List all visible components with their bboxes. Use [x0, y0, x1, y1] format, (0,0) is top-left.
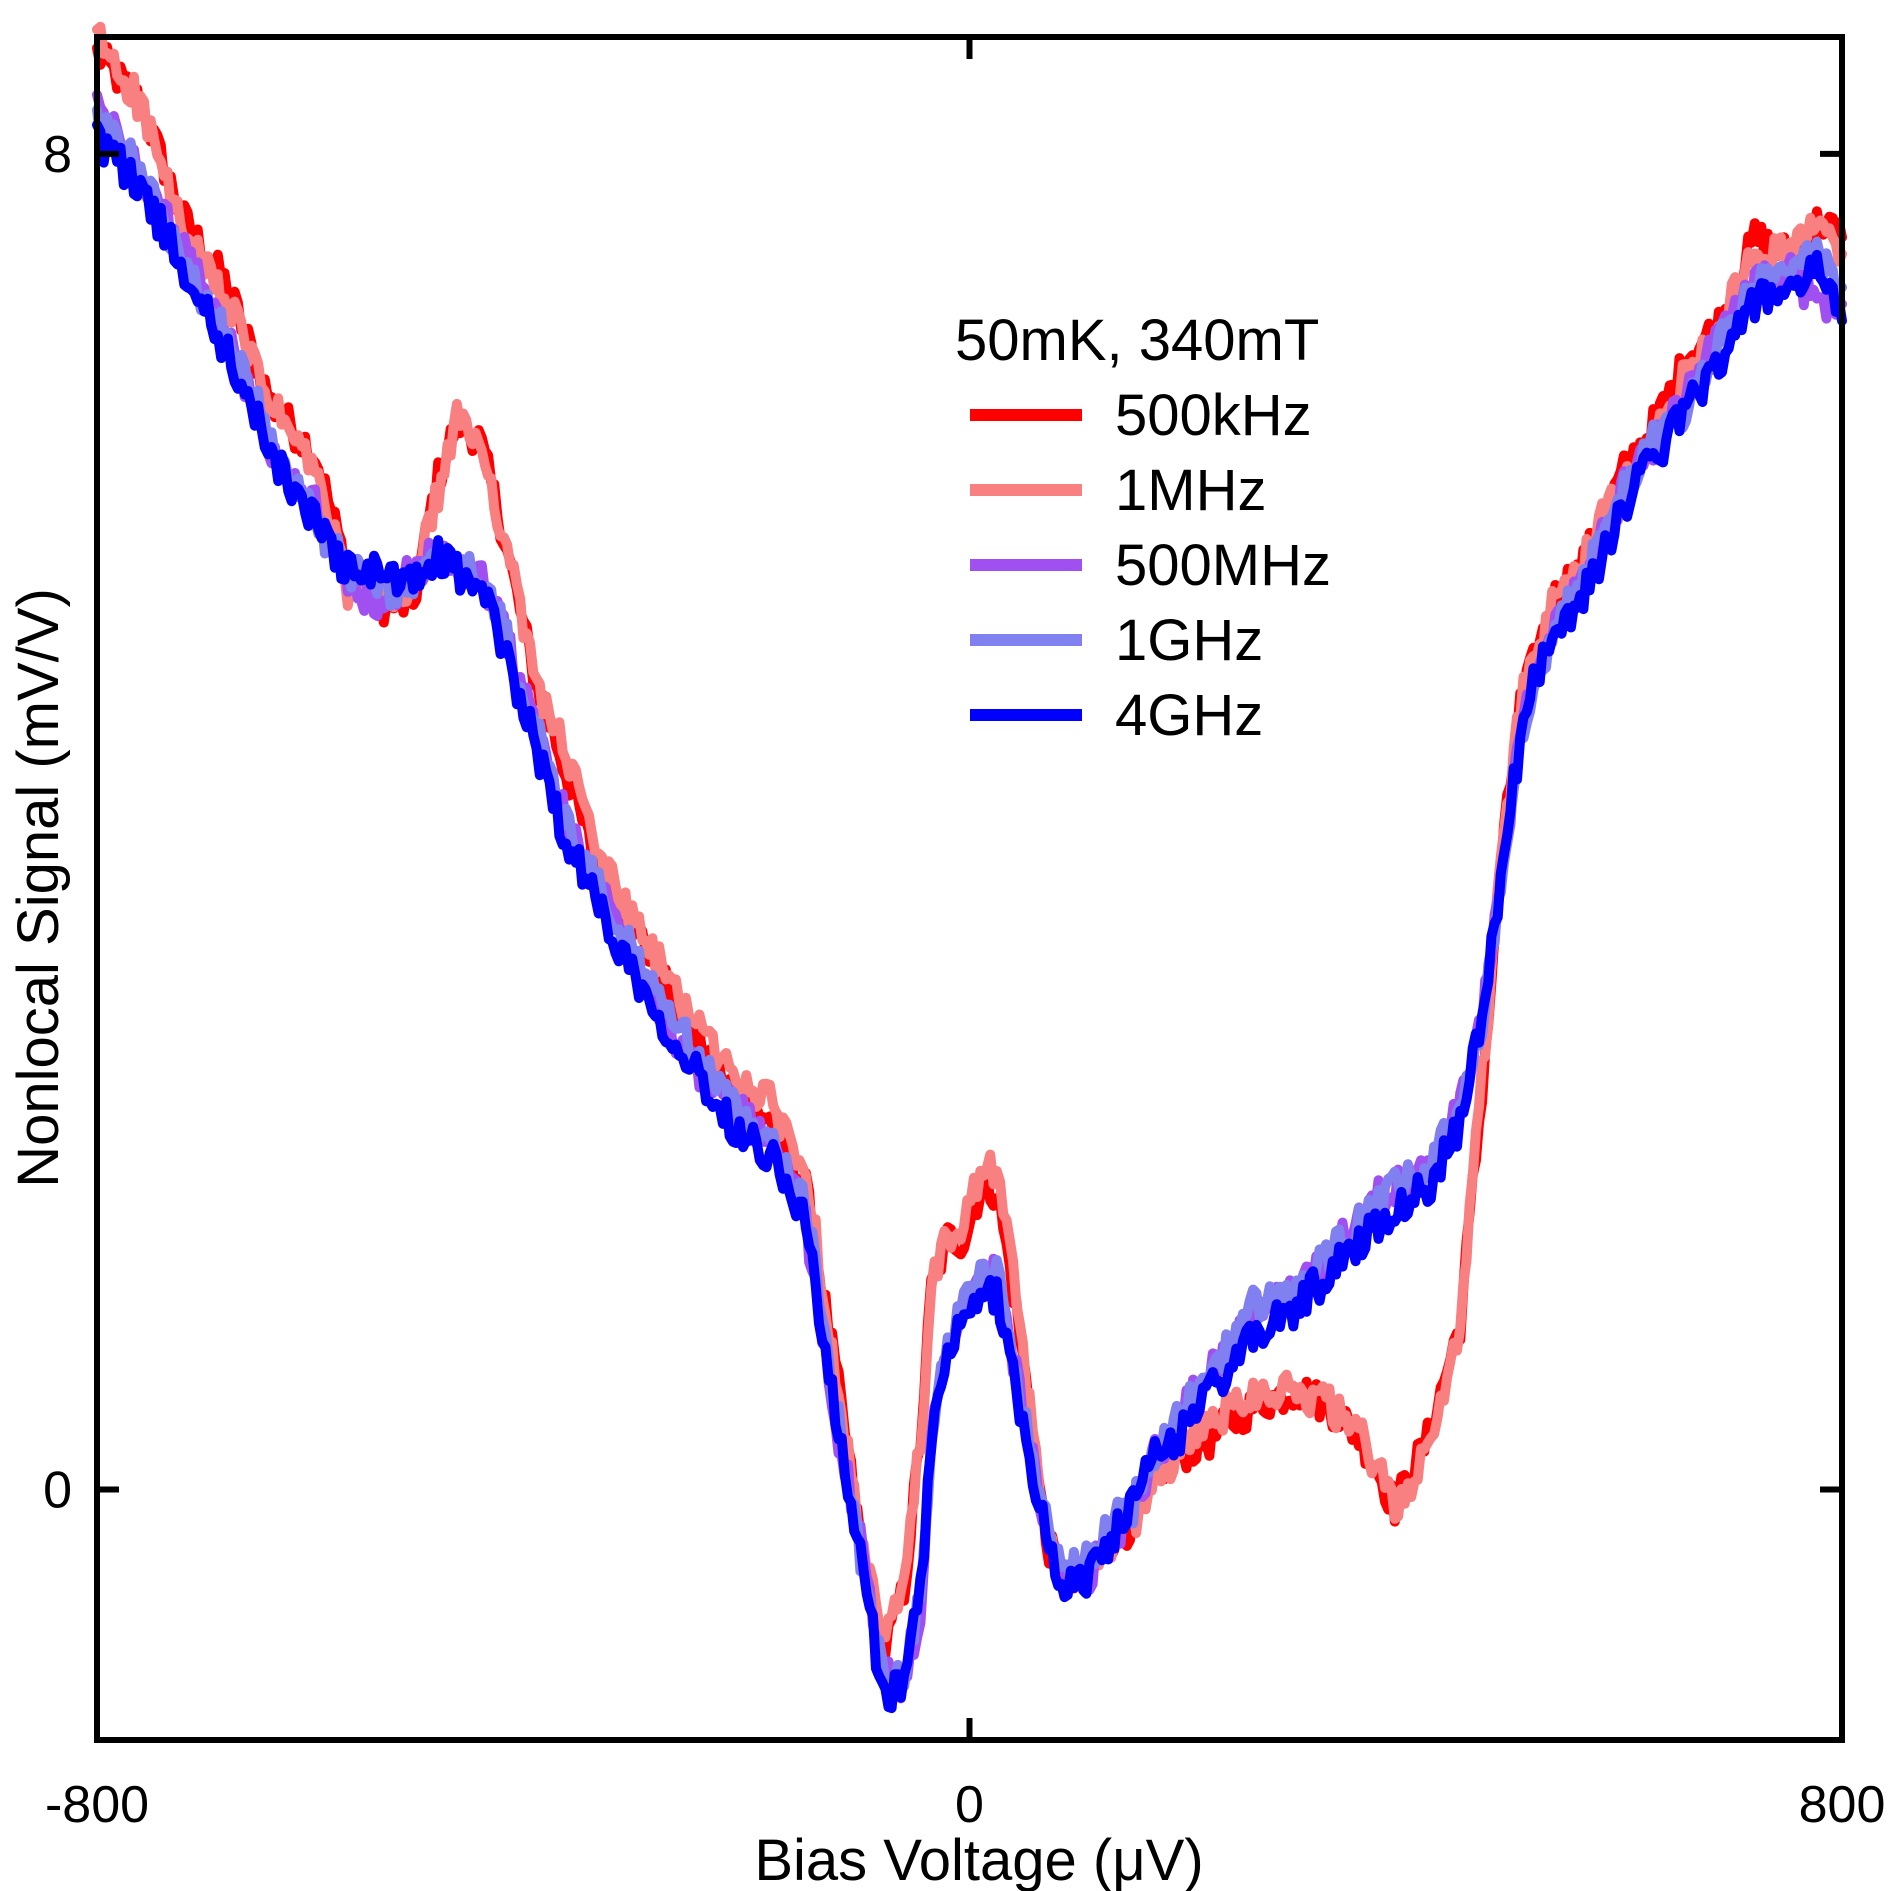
x-tick-label: -800: [45, 1776, 149, 1834]
legend-label-4ghz: 4GHz: [1115, 683, 1263, 748]
legend-label-500mhz: 500MHz: [1115, 533, 1331, 598]
x-tick-label: 800: [1799, 1776, 1886, 1834]
tick-labels: -800 0 800 0 8: [43, 126, 1885, 1834]
y-axis-title: Nonlocal Signal (mV/V): [6, 588, 71, 1188]
legend-title: 50mK, 340mT: [955, 308, 1319, 373]
series-line-500khz: [92, 42, 1847, 1663]
legend: 50mK, 340mT 500kHz 1MHz 500MHz 1GHz 4GHz: [955, 308, 1331, 748]
plot-lines: [92, 21, 1847, 1714]
x-axis-title: Bias Voltage (μV): [754, 1828, 1203, 1891]
legend-items: 500kHz 1MHz 500MHz 1GHz 4GHz: [970, 383, 1331, 748]
y-tick-label: 8: [43, 126, 72, 184]
series-line-1mhz: [92, 21, 1847, 1643]
legend-label-1ghz: 1GHz: [1115, 608, 1263, 673]
ticks: [94, 37, 1845, 1740]
y-tick-label: 0: [43, 1462, 72, 1520]
x-tick-label: 0: [955, 1776, 984, 1834]
legend-label-1mhz: 1MHz: [1115, 458, 1266, 523]
plot-frame: [94, 34, 1845, 1743]
legend-label-500khz: 500kHz: [1115, 383, 1312, 448]
series-line-4ghz: [92, 119, 1847, 1714]
